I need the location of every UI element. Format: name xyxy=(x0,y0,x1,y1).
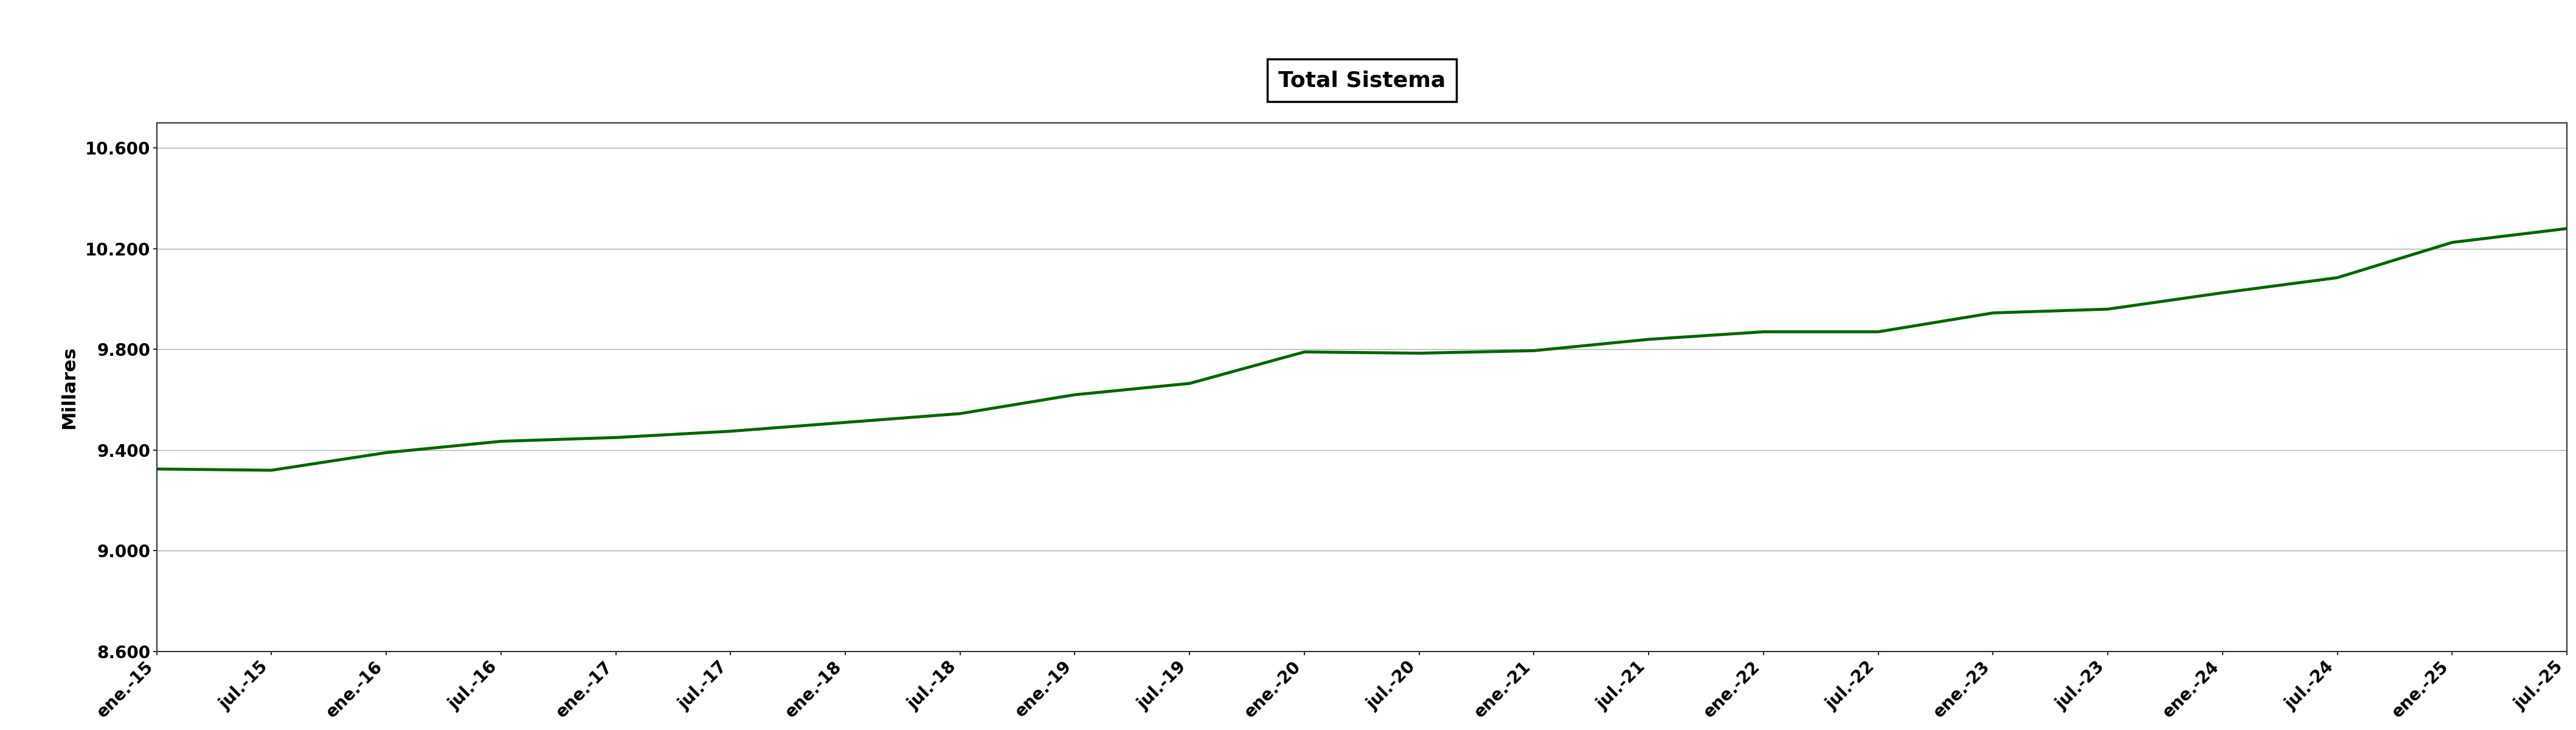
Y-axis label: Millares: Millares xyxy=(62,346,77,429)
Text: Total Sistema: Total Sistema xyxy=(1278,70,1445,91)
